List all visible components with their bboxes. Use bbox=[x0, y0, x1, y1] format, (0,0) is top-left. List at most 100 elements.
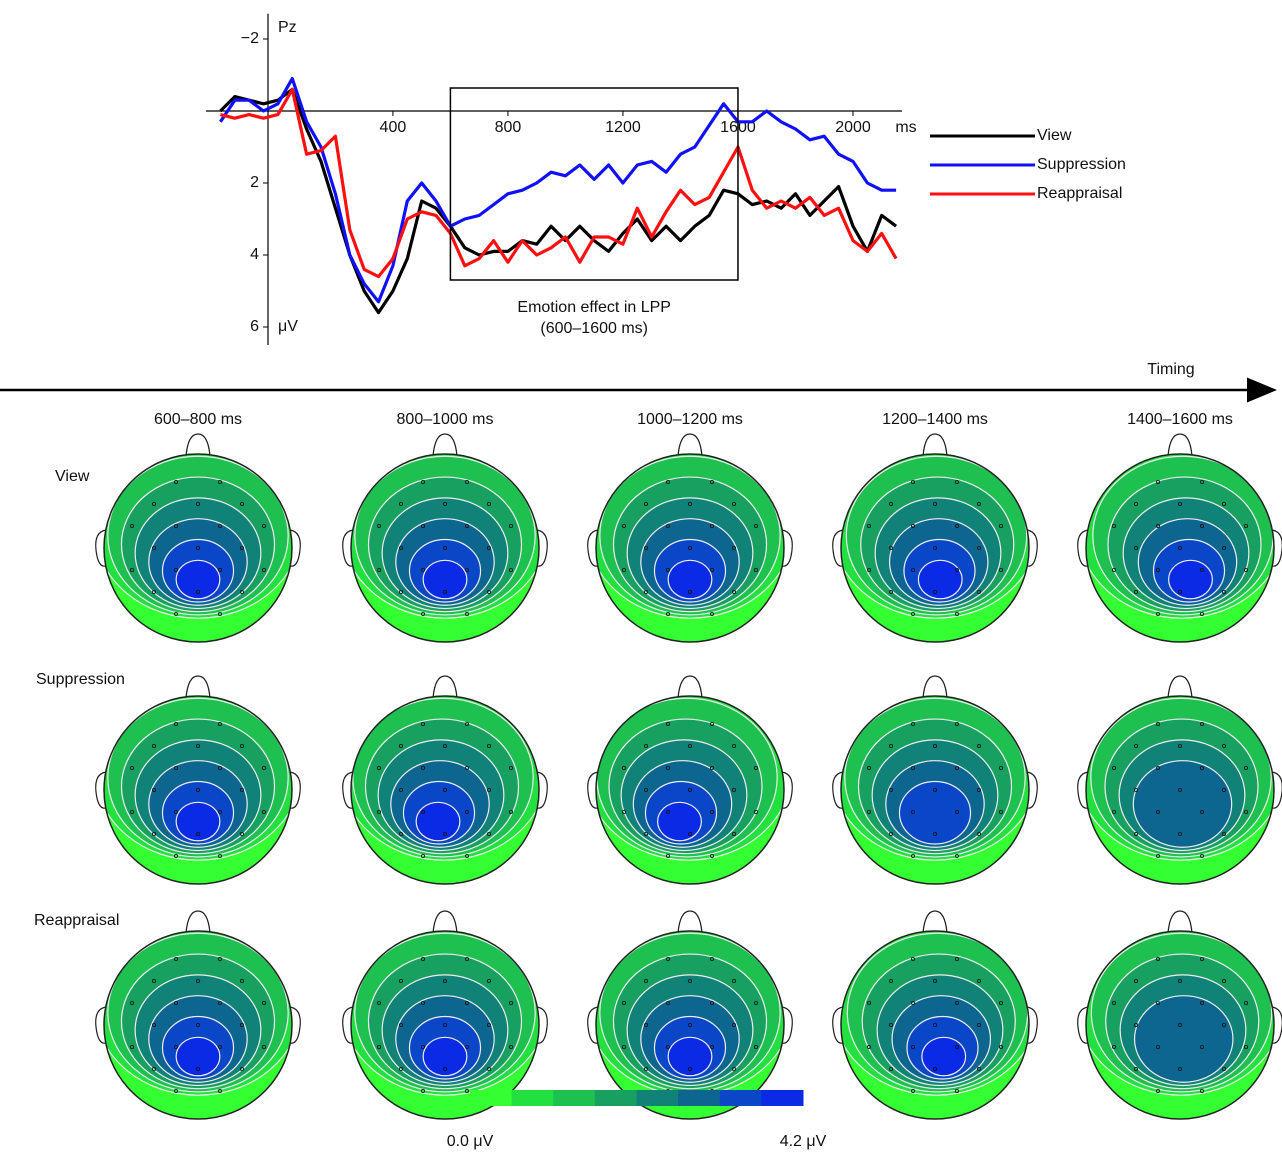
electrode bbox=[710, 1001, 715, 1006]
topo-band bbox=[415, 801, 461, 842]
y-unit-label: μV bbox=[278, 318, 298, 335]
electrode bbox=[1156, 957, 1161, 962]
channel-label: Pz bbox=[278, 19, 297, 36]
series-line bbox=[220, 87, 898, 279]
electrode bbox=[508, 568, 513, 573]
topo-head bbox=[840, 453, 1030, 643]
colorbar-max-label: 4.2 μV bbox=[780, 1133, 827, 1150]
y-tick-label: 4 bbox=[250, 246, 259, 263]
topo-ear bbox=[587, 771, 599, 809]
electrode bbox=[955, 766, 960, 771]
electrode bbox=[955, 479, 960, 484]
electrode bbox=[1156, 568, 1161, 573]
electrode bbox=[376, 524, 381, 529]
electrode bbox=[666, 810, 671, 815]
electrode bbox=[217, 1001, 222, 1006]
electrode bbox=[508, 524, 513, 529]
series-line bbox=[219, 87, 898, 315]
electrode bbox=[442, 744, 447, 749]
electrode bbox=[508, 1045, 513, 1050]
electrode bbox=[420, 854, 425, 859]
topo-nose bbox=[922, 675, 948, 699]
electrode bbox=[867, 766, 872, 771]
electrode bbox=[911, 524, 916, 529]
electrode bbox=[173, 479, 178, 484]
electrode bbox=[644, 1067, 649, 1072]
electrode bbox=[1222, 979, 1227, 984]
topo-head bbox=[103, 453, 293, 643]
x-tick-label: 1200 bbox=[605, 119, 641, 136]
electrode bbox=[1112, 1045, 1117, 1050]
electrode bbox=[420, 957, 425, 962]
topo-map bbox=[95, 910, 301, 1120]
electrode bbox=[1134, 1023, 1139, 1028]
electrode bbox=[622, 766, 627, 771]
electrode bbox=[1244, 766, 1249, 771]
electrode bbox=[151, 744, 156, 749]
electrode bbox=[622, 1045, 627, 1050]
electrode bbox=[239, 546, 244, 551]
topo-fill bbox=[104, 696, 292, 884]
topo-ear bbox=[781, 1006, 793, 1044]
topo-map bbox=[1077, 433, 1282, 643]
topo-map bbox=[587, 675, 793, 885]
electrode bbox=[732, 788, 737, 793]
colorbar-step bbox=[594, 1090, 637, 1106]
y-tick-label: −2 bbox=[241, 30, 259, 47]
electrode bbox=[911, 612, 916, 617]
topo-nose bbox=[677, 910, 703, 934]
electrode bbox=[666, 1001, 671, 1006]
electrode bbox=[217, 854, 222, 859]
topo-ear bbox=[1077, 1006, 1089, 1044]
electrode bbox=[398, 832, 403, 837]
topo-ear bbox=[536, 771, 548, 809]
electrode bbox=[644, 788, 649, 793]
topo-head bbox=[350, 930, 540, 1120]
electrode bbox=[622, 524, 627, 529]
electrode bbox=[217, 479, 222, 484]
electrode bbox=[1178, 1023, 1183, 1028]
electrode bbox=[1200, 810, 1205, 815]
electrode bbox=[261, 568, 266, 573]
topo-ear bbox=[342, 529, 354, 567]
electrode bbox=[1156, 1045, 1161, 1050]
electrode bbox=[442, 979, 447, 984]
electrode bbox=[217, 612, 222, 617]
topo-ear bbox=[832, 529, 844, 567]
x-tick-label: 800 bbox=[495, 119, 522, 136]
row-label: View bbox=[55, 468, 90, 485]
electrode bbox=[1112, 568, 1117, 573]
electrode bbox=[1134, 979, 1139, 984]
electrode bbox=[217, 957, 222, 962]
electrode bbox=[217, 722, 222, 727]
column-label: 800–1000 ms bbox=[397, 411, 494, 428]
electrode bbox=[195, 1023, 200, 1028]
column-label: 600–800 ms bbox=[154, 411, 242, 428]
electrode bbox=[464, 1045, 469, 1050]
topo-nose bbox=[432, 910, 458, 934]
electrode bbox=[911, 1045, 916, 1050]
electrode bbox=[1200, 854, 1205, 859]
electrode bbox=[486, 832, 491, 837]
electrode bbox=[889, 1067, 894, 1072]
electrode bbox=[889, 1023, 894, 1028]
electrode bbox=[239, 788, 244, 793]
electrode bbox=[1222, 744, 1227, 749]
electrode bbox=[1200, 1045, 1205, 1050]
colorbar-step bbox=[719, 1090, 762, 1106]
electrode bbox=[151, 1067, 156, 1072]
topo-band bbox=[175, 559, 221, 600]
electrode bbox=[239, 744, 244, 749]
electrode bbox=[933, 832, 938, 837]
electrode bbox=[1200, 766, 1205, 771]
electrode bbox=[732, 744, 737, 749]
topo-ear bbox=[1271, 771, 1282, 809]
electrode bbox=[195, 546, 200, 551]
electrode bbox=[666, 1045, 671, 1050]
electrode bbox=[867, 524, 872, 529]
topo-fill bbox=[1086, 454, 1274, 642]
electrode bbox=[217, 524, 222, 529]
electrode bbox=[644, 744, 649, 749]
topo-head bbox=[103, 930, 293, 1120]
electrode bbox=[151, 546, 156, 551]
